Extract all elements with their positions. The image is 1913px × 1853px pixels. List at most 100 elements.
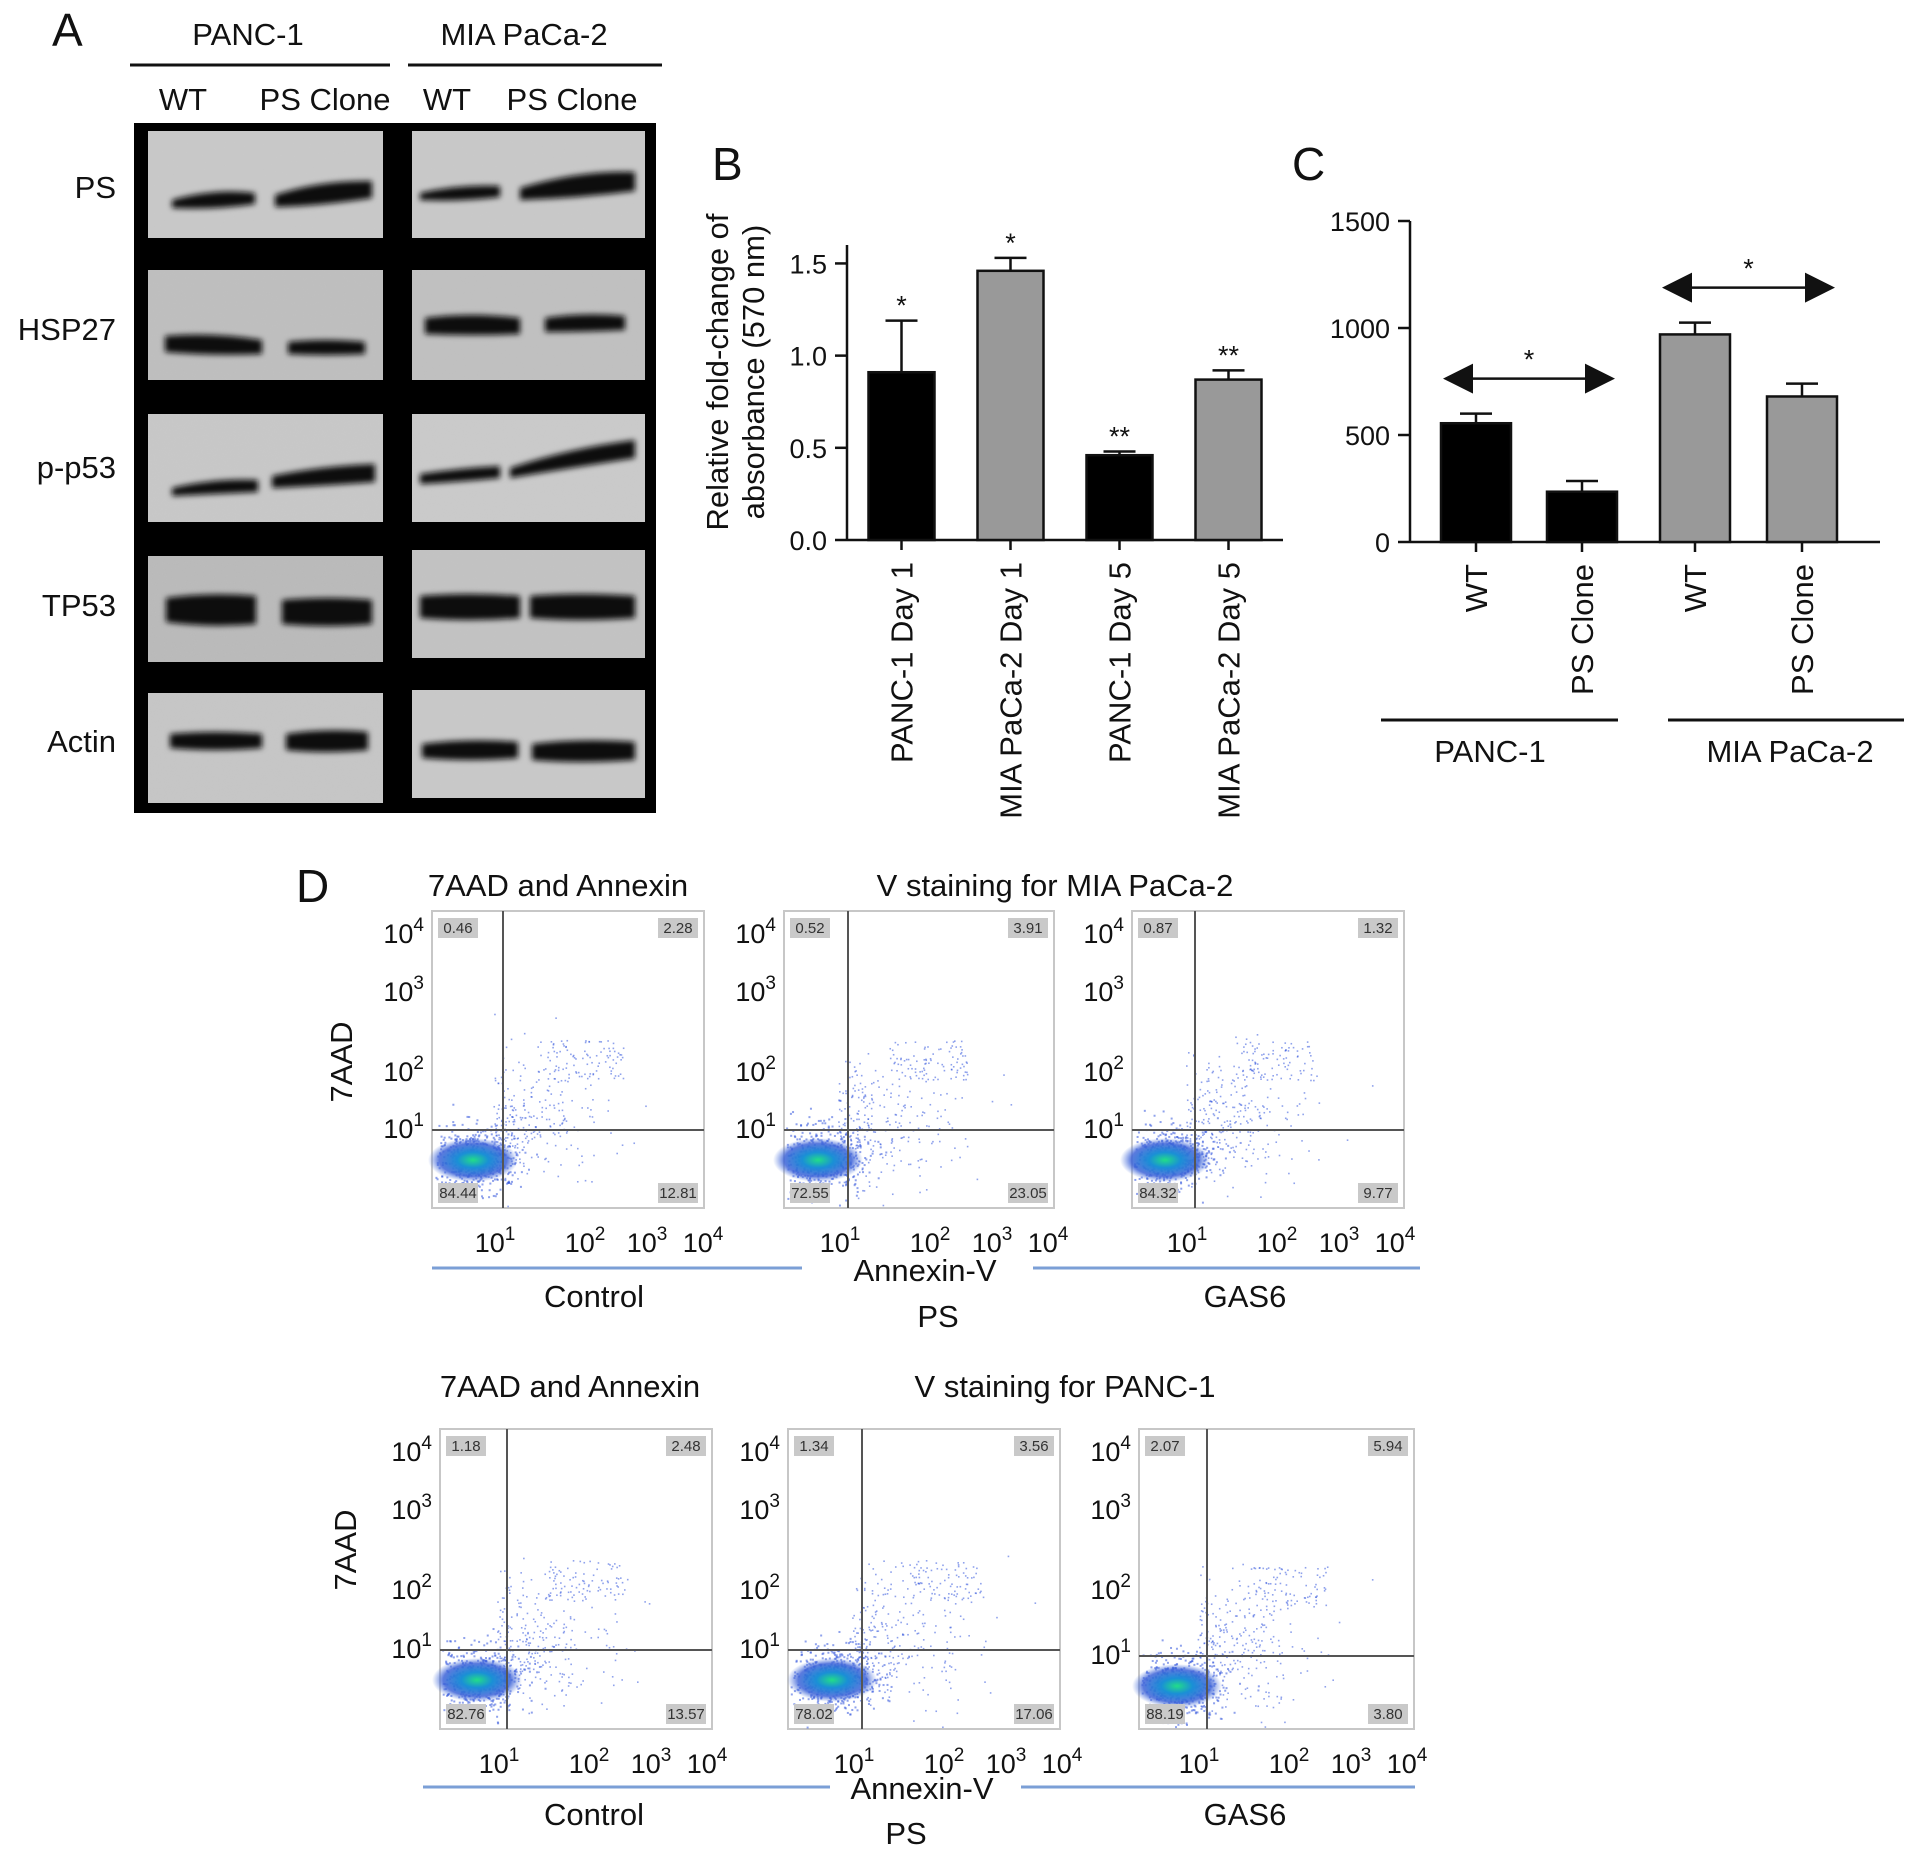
flow-dot bbox=[1203, 1661, 1206, 1664]
flow-dot bbox=[1219, 1717, 1222, 1720]
flow-dot bbox=[586, 1053, 588, 1056]
lane-label-1: WT bbox=[159, 82, 207, 117]
flow-dot bbox=[856, 1146, 859, 1149]
flow-dot bbox=[890, 1142, 893, 1144]
flow-dot bbox=[528, 1636, 531, 1639]
flow-dot bbox=[814, 1643, 817, 1646]
flow-dot bbox=[949, 1631, 952, 1634]
flow-dot bbox=[470, 1181, 473, 1184]
flow-dot bbox=[862, 1097, 865, 1099]
flow-dot bbox=[1272, 1053, 1274, 1055]
flow-dot bbox=[883, 1587, 886, 1589]
flow-dot bbox=[872, 1101, 875, 1104]
flow-dot bbox=[1291, 1158, 1293, 1160]
flow-dot bbox=[1157, 1652, 1160, 1655]
flow-dot bbox=[532, 1131, 535, 1133]
flow-dot bbox=[579, 1560, 582, 1563]
flow-dot bbox=[597, 1590, 600, 1592]
flow-dot bbox=[919, 1071, 921, 1073]
flow-dot bbox=[854, 1635, 856, 1638]
flow-quadrant-ll-bg bbox=[438, 1183, 478, 1203]
flow-dot bbox=[562, 1631, 565, 1634]
flow-dot bbox=[572, 1560, 575, 1562]
flow-dot bbox=[1308, 1150, 1310, 1152]
flow-dot bbox=[954, 1668, 957, 1671]
flow-dot bbox=[626, 1578, 629, 1581]
flow-dot bbox=[982, 1596, 985, 1599]
flow-dot bbox=[536, 1153, 539, 1156]
flow-dot bbox=[498, 1104, 500, 1107]
flow-dot bbox=[1208, 1665, 1211, 1668]
flow-quadrant-ur: 2.48 bbox=[671, 1438, 700, 1455]
flow-dot bbox=[1263, 1111, 1266, 1114]
flow-dot bbox=[883, 1106, 886, 1108]
flow-dot bbox=[1159, 1121, 1162, 1124]
flow-dot bbox=[949, 1611, 952, 1614]
flow-dot bbox=[580, 1683, 582, 1686]
flow-dot bbox=[1199, 1664, 1202, 1667]
flow-dot bbox=[1224, 1101, 1227, 1103]
flow-dot bbox=[862, 1189, 864, 1192]
flow-dot bbox=[534, 1126, 537, 1128]
flow-dot bbox=[524, 1678, 526, 1681]
flow-dot bbox=[553, 1572, 555, 1574]
flow-dot bbox=[913, 1055, 915, 1057]
flow-dot bbox=[1234, 1151, 1236, 1153]
flow-dot bbox=[1257, 1071, 1260, 1074]
flow-dot bbox=[821, 1657, 824, 1660]
flow-dot bbox=[880, 1171, 883, 1173]
flow-dot bbox=[848, 1135, 851, 1138]
flow-dot bbox=[1192, 1709, 1195, 1712]
flow-dot bbox=[1277, 1097, 1280, 1099]
flow-dot bbox=[1218, 1645, 1221, 1648]
flow-dot bbox=[954, 1147, 956, 1150]
flow-dot bbox=[458, 1701, 461, 1704]
flow-dot bbox=[599, 1588, 602, 1591]
flow-dot bbox=[488, 1657, 491, 1660]
flow-dot bbox=[1186, 1121, 1188, 1124]
flow-dot bbox=[920, 1567, 922, 1569]
flow-dot bbox=[539, 1655, 541, 1657]
flow-dot bbox=[545, 1107, 547, 1110]
flow-dot bbox=[924, 1063, 926, 1065]
flow-dot bbox=[1215, 1089, 1218, 1091]
flow-dot bbox=[583, 1561, 586, 1564]
flow-dot bbox=[1220, 1086, 1223, 1088]
flow-dot bbox=[516, 1614, 518, 1617]
flow-dot bbox=[902, 1105, 905, 1108]
panel-b: B Relative fold-change of absorbance (57… bbox=[700, 138, 1283, 819]
lane-label-3: WT bbox=[423, 82, 471, 117]
flow-dot bbox=[916, 1115, 919, 1117]
flow-dot bbox=[511, 1099, 513, 1101]
flow-dot bbox=[1233, 1156, 1235, 1159]
flow-dot bbox=[1207, 1078, 1210, 1080]
flow-dot bbox=[891, 1155, 893, 1157]
flow-dot bbox=[509, 1142, 512, 1145]
flow-dot bbox=[904, 1075, 907, 1077]
flow-dot bbox=[793, 1180, 796, 1183]
flow-dot bbox=[907, 1163, 910, 1166]
flow-dot bbox=[494, 1654, 497, 1657]
flow-dot bbox=[557, 1643, 560, 1646]
flow-dot bbox=[840, 1135, 842, 1138]
flow-dot bbox=[1256, 1063, 1259, 1065]
flow-dot bbox=[1204, 1131, 1207, 1134]
flow-dot bbox=[619, 1053, 621, 1056]
flow-dot bbox=[878, 1672, 881, 1675]
flow-dot bbox=[959, 1067, 962, 1069]
flow-dot bbox=[854, 1090, 856, 1092]
flow-dot bbox=[537, 1645, 540, 1648]
flow-dot bbox=[553, 1107, 556, 1109]
flow-dot bbox=[598, 1040, 601, 1043]
flow-dot bbox=[1212, 1140, 1215, 1143]
flow-dot bbox=[862, 1101, 865, 1103]
flow-dot bbox=[956, 1069, 959, 1072]
flow-dot bbox=[588, 1075, 591, 1078]
flow-dot bbox=[1222, 1127, 1225, 1129]
flow-dot bbox=[527, 1142, 529, 1144]
flow-dot bbox=[555, 1619, 558, 1622]
flow-dot bbox=[863, 1589, 866, 1592]
flow-dot bbox=[893, 1164, 896, 1167]
flow-dot bbox=[944, 1662, 946, 1664]
